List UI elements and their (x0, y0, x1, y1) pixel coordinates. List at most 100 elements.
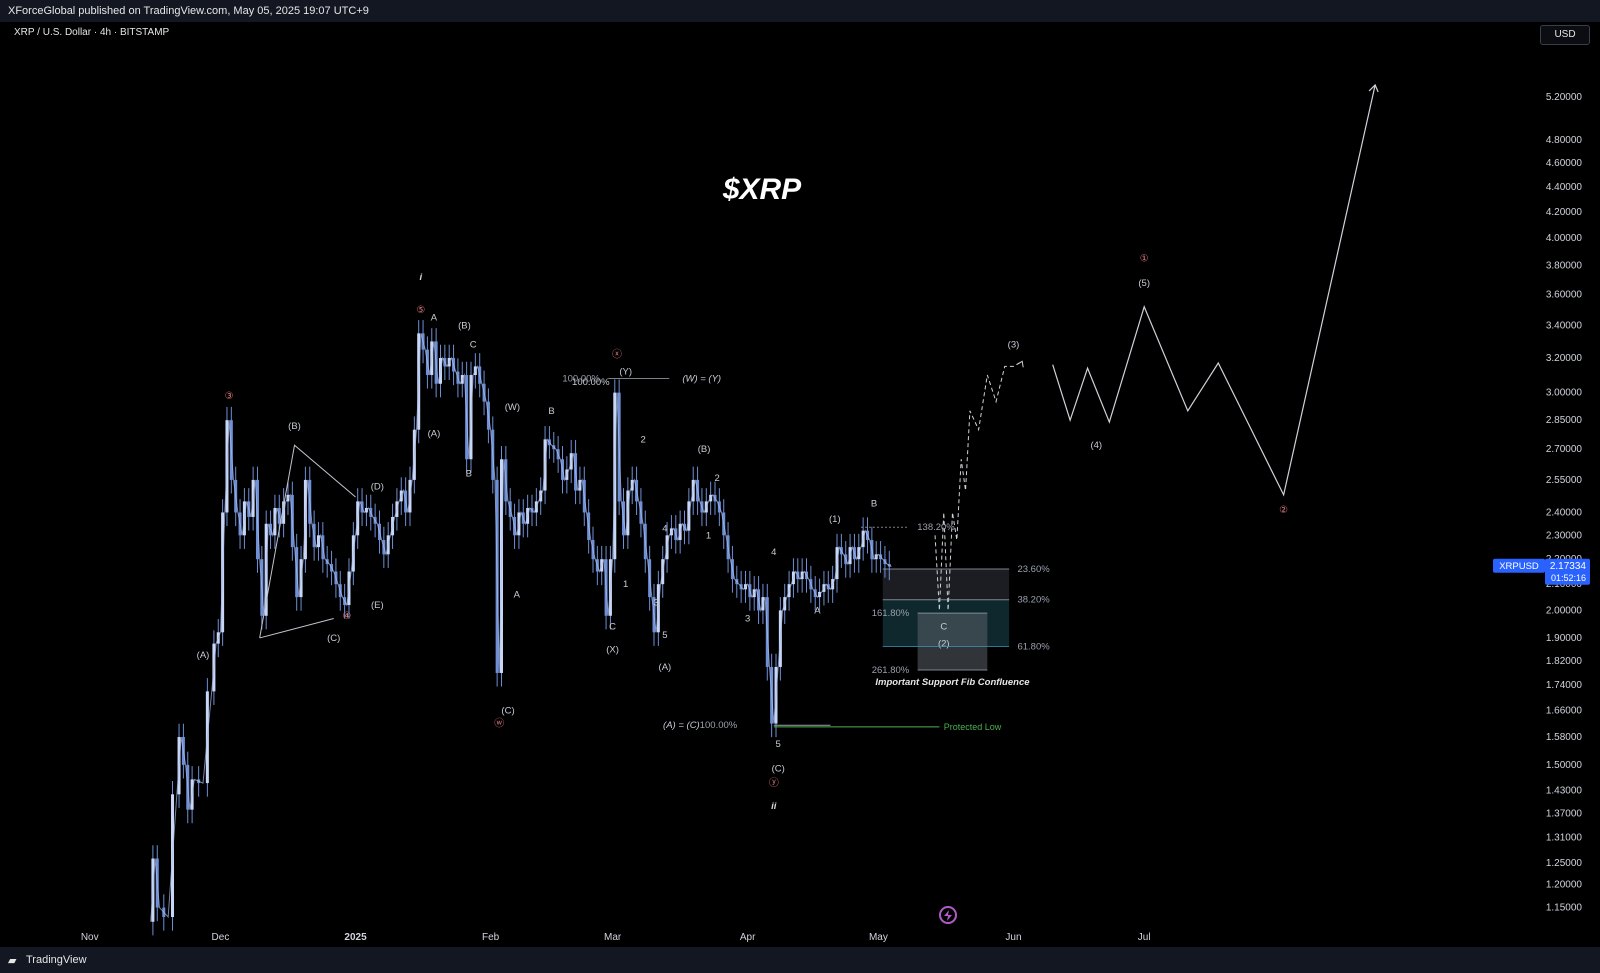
price-tick: 2.00000 (1546, 605, 1583, 616)
price-tick: 3.00000 (1546, 388, 1583, 399)
triangle-line (259, 444, 356, 639)
price-tag-symbol-bg (1493, 558, 1545, 573)
time-tick: Apr (740, 932, 756, 943)
wave-label: (4) (1090, 440, 1102, 451)
price-tick: 2.30000 (1546, 530, 1583, 541)
fib-label: 61.80% (1017, 641, 1050, 652)
price-tick: 4.60000 (1546, 158, 1583, 169)
wave-label: 5 (662, 630, 667, 641)
wave-label: 3 (745, 613, 750, 624)
triangle-line (259, 618, 334, 639)
arrow-head (1368, 83, 1379, 93)
wave-label: (3) (1008, 340, 1020, 351)
time-tick: Mar (604, 932, 622, 943)
price-tick: 1.82000 (1546, 656, 1583, 667)
tradingview-logo-icon[interactable]: ▰ (8, 955, 17, 967)
price-tick: 2.70000 (1546, 444, 1583, 455)
fib-label: 100.00% (562, 373, 600, 384)
footer-bar: ▰ TradingView (0, 947, 1600, 973)
chart-title: $XRP (722, 173, 802, 206)
publish-info: XForceGlobal published on TradingView.co… (8, 5, 369, 17)
wave-label: ③ (225, 391, 234, 402)
price-tag-value: 2.17334 (1550, 561, 1587, 572)
price-tick: 5.20000 (1546, 92, 1583, 103)
wave-label: i (420, 272, 423, 283)
fib-label: 261.80% (872, 665, 910, 676)
time-tick: 2025 (344, 932, 367, 943)
fib-levels: 23.60% 38.20% 61.80% 138.20% 161.80% 261.80% 1… (562, 373, 1050, 675)
price-tick: 1.31000 (1546, 833, 1583, 844)
price-tick: 3.20000 (1546, 353, 1583, 364)
wave-labels: iii⑤③④ⓦⓧⓨ①②(A)(B)(C)(D)(E)A(B)C(A)B(W)(C… (197, 254, 1288, 812)
ac-equality-label: (A) = (C) (663, 720, 700, 731)
symbol-info[interactable]: XRP / U.S. Dollar · 4h · BITSTAMP (14, 27, 170, 38)
fib-zones (882, 569, 1010, 670)
price-tick: 2.85000 (1546, 415, 1583, 426)
price-tag-countdown: 01:52:16 (1551, 573, 1586, 583)
price-tick: 4.20000 (1546, 207, 1583, 218)
projection-zigzag (1052, 84, 1376, 497)
wave-label: 100.00% (572, 377, 610, 388)
wave-label: 3 (654, 597, 659, 608)
wave-label: 1 (706, 530, 711, 541)
wave-label: B (466, 469, 472, 480)
price-tick: 3.40000 (1546, 320, 1583, 331)
wave-label: C (940, 622, 947, 633)
price-tick: 2.55000 (1546, 475, 1583, 486)
price-tick: 4.40000 (1546, 182, 1583, 193)
price-tag-symbol: XRPUSD (1499, 561, 1539, 572)
wave-label: (E) (371, 600, 384, 611)
currency-button[interactable]: USD (1540, 25, 1590, 45)
chart-area[interactable] (8, 22, 1592, 947)
wave-label: (W) (505, 402, 520, 413)
time-axis: Nov Dec 2025 Feb Mar Apr May Jun Jul (81, 932, 1151, 943)
wave-label: (X) (606, 644, 619, 655)
price-tick: 4.00000 (1546, 233, 1583, 244)
wave-label: B (871, 499, 877, 510)
fib-label: 161.80% (872, 608, 910, 619)
wave-label: (Y) (619, 367, 632, 378)
price-tick: 1.43000 (1546, 786, 1583, 797)
price-tick: 1.50000 (1546, 760, 1583, 771)
price-tick: 1.90000 (1546, 633, 1583, 644)
wave-label: ② (1279, 505, 1288, 516)
price-tick: 1.20000 (1546, 880, 1583, 891)
wave-label: (A) (428, 429, 441, 440)
publisher-bar: XForceGlobal published on TradingView.co… (0, 0, 1600, 22)
time-tick: Nov (81, 932, 99, 943)
ac-fib-label: 100.00% (700, 720, 738, 731)
time-tick: May (869, 932, 888, 943)
wave-label: (1) (829, 514, 841, 525)
candles (150, 320, 892, 936)
wave-label: B (548, 406, 554, 417)
wave-label: ⑤ (416, 305, 425, 316)
time-tick: Dec (212, 932, 230, 943)
wave-label: ④ (342, 611, 351, 622)
price-tick: 1.25000 (1546, 858, 1583, 869)
wy-equality-label: (W) = (Y) (682, 373, 721, 384)
wave-label: (5) (1138, 278, 1150, 289)
price-tick: 1.15000 (1546, 903, 1583, 914)
wave-label: ⓨ (769, 777, 779, 789)
price-tick: 3.80000 (1546, 261, 1583, 272)
replay-icon[interactable] (939, 906, 957, 924)
wave-label: A (514, 590, 521, 601)
wave-label: A (431, 313, 438, 324)
wave-label: (2) (938, 639, 950, 650)
wave-paths (259, 83, 1379, 639)
price-axis: 5.20000 4.80000 4.60000 4.40000 4.20000 4.000… (1546, 92, 1583, 913)
price-tick: 4.80000 (1546, 135, 1583, 146)
price-tick: 1.58000 (1546, 732, 1583, 743)
wave-label: (D) (371, 481, 384, 492)
wave-label: (B) (288, 421, 301, 432)
extension-box (917, 613, 988, 670)
wave-label: (A) (197, 650, 210, 661)
brand-name[interactable]: TradingView (26, 954, 87, 966)
wave-label: 2 (640, 434, 645, 445)
wave-label: (C) (327, 633, 340, 644)
price-tick: 1.66000 (1546, 705, 1583, 716)
fib-label: 23.60% (1017, 564, 1050, 575)
fib-label: 138.20% (917, 522, 955, 533)
wave-label: 1 (623, 579, 628, 590)
